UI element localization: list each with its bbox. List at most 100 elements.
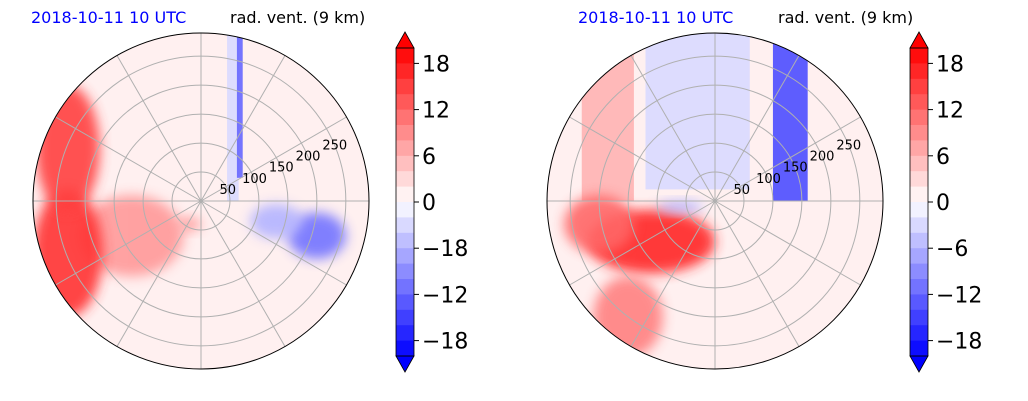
grid-spoke-120 [116, 55, 202, 202]
colorbar-extend-top [909, 31, 929, 49]
colorbar-tick-label: 0 [422, 191, 436, 216]
colorbar-tick-label: −12 [936, 283, 982, 308]
colorbar-segment [396, 171, 414, 188]
colorbar-segment [396, 48, 414, 64]
grid-spoke-330 [200, 200, 347, 286]
colorbar-segment [396, 248, 414, 265]
grid-spoke-120 [630, 55, 716, 202]
grid-spoke-240 [630, 200, 716, 347]
colorbar [395, 31, 415, 373]
radial-tick-label: 200 [810, 150, 835, 165]
colorbar-extend-bottom [909, 355, 929, 373]
grid-spoke-210 [55, 200, 202, 286]
colorbar-tick-label: −18 [422, 330, 468, 355]
colorbar-segment [396, 325, 414, 342]
radial-tick-label: 100 [756, 172, 781, 187]
field-blob-4 [564, 195, 634, 254]
colorbar-segment [396, 140, 414, 157]
colorbar-tick-label: −12 [422, 283, 468, 308]
colorbar-segment [910, 63, 928, 80]
radial-tick-label: 50 [733, 183, 750, 198]
field-blob-2 [287, 212, 346, 259]
field-blob-6 [35, 85, 100, 213]
colorbar-segment [396, 94, 414, 111]
field-strip-0 [227, 33, 239, 201]
colorbar-tick-label: −18 [422, 237, 468, 262]
date-label-right: 2018-10-11 10 UTC [578, 8, 734, 27]
radial-tick-label: 150 [269, 161, 294, 176]
colorbar-tick-label: 6 [936, 145, 950, 170]
grid-spoke-330 [714, 200, 861, 286]
field-blob-6 [657, 201, 704, 213]
colorbar-segment [396, 109, 414, 126]
colorbar-tick-label: 12 [936, 99, 964, 124]
colorbar-segment [396, 155, 414, 172]
grid-spoke-240 [116, 200, 202, 347]
grid-spoke-30 [714, 116, 861, 202]
grid-spoke-150 [55, 116, 202, 202]
colorbar-segment [910, 140, 928, 157]
colorbar-segment [396, 202, 414, 218]
colorbar-segment [910, 248, 928, 265]
colorbar-segment [910, 309, 928, 326]
colorbar-segment [910, 171, 928, 188]
radial-tick-label: 150 [783, 161, 808, 176]
grid-spoke-30 [200, 116, 347, 202]
grid-spoke-150 [569, 116, 716, 202]
colorbar-segment [910, 202, 928, 218]
colorbar-segment [396, 125, 414, 141]
chart-title-left: rad. vent. (9 km) [230, 8, 366, 27]
polar-frame [546, 32, 884, 370]
colorbar-tick-label: 0 [936, 191, 950, 216]
grid-spoke-210 [569, 200, 716, 286]
colorbar-segment [910, 279, 928, 295]
grid-spoke-60 [200, 55, 286, 202]
field-strip-1 [645, 33, 750, 190]
colorbar-segment [396, 340, 414, 357]
colorbar-segment [910, 232, 928, 249]
chart-panel-left: 50 100 150 200 250 18 12 6 0 −18 −12 −18 2018-10-11… [31, 8, 468, 373]
colorbar-segment [396, 78, 414, 95]
radial-tick-label: 100 [242, 172, 267, 187]
colorbar-segment [910, 155, 928, 172]
colorbar-segment [910, 263, 928, 280]
grid-spoke-300 [714, 200, 800, 347]
colorbar-segment [910, 325, 928, 342]
grid-spoke-300 [200, 200, 286, 347]
colorbar-segment [396, 309, 414, 326]
colorbar-segment [396, 232, 414, 249]
colorbar-tick-label: 18 [422, 52, 450, 77]
colorbar-segment [910, 109, 928, 126]
field-strip-0 [772, 33, 808, 201]
radial-tick-label: 250 [322, 139, 347, 154]
radial-tick-label: 50 [219, 183, 236, 198]
field-blob-7 [177, 217, 201, 232]
field-strip-1 [236, 33, 243, 178]
colorbar-tick-label: 6 [422, 145, 436, 170]
colorbar-segment [396, 217, 414, 234]
chart-title-right: rad. vent. (9 km) [778, 8, 914, 27]
colorbar-segment [910, 186, 928, 203]
colorbar-tick-label: 12 [422, 99, 450, 124]
colorbar-segment [910, 78, 928, 95]
chart-panel-right: 50 100 150 200 250 18 12 6 0 −6 −12 −18 2018-10-11 … [514, 0, 1028, 401]
polar-frame [32, 32, 370, 370]
colorbar-tick-label: −18 [936, 330, 982, 355]
colorbar-segment [396, 294, 414, 311]
radial-tick-label: 200 [296, 150, 321, 165]
radial-tick-label: 250 [836, 139, 861, 154]
colorbar-segment [910, 340, 928, 357]
date-label-left: 2018-10-11 10 UTC [31, 8, 187, 27]
colorbar-segment [910, 94, 928, 111]
colorbar [909, 31, 929, 373]
polar-grid [547, 33, 883, 369]
colorbar-segment [396, 279, 414, 295]
colorbar-tick-label: −6 [936, 237, 968, 262]
colorbar-segment [910, 217, 928, 234]
colorbar-segment [910, 48, 928, 64]
colorbar-extend-top [395, 31, 415, 49]
colorbar-segment [396, 186, 414, 203]
colorbar-segment [910, 125, 928, 141]
